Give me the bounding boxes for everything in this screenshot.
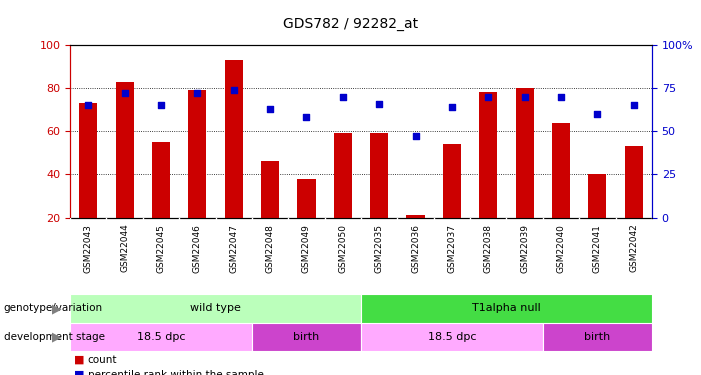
Text: GSM22039: GSM22039 — [520, 224, 529, 273]
Text: birth: birth — [584, 332, 611, 342]
Bar — [407, 215, 425, 217]
Bar — [152, 142, 170, 218]
Bar — [334, 134, 352, 218]
Text: GSM22046: GSM22046 — [193, 224, 202, 273]
Point — [337, 94, 348, 100]
Text: GSM22044: GSM22044 — [120, 224, 129, 272]
Text: GSM22045: GSM22045 — [156, 224, 165, 273]
Text: birth: birth — [293, 332, 320, 342]
Bar — [361, 322, 543, 351]
Bar — [625, 146, 643, 218]
Bar — [116, 82, 134, 218]
Bar — [79, 103, 97, 218]
Bar — [189, 90, 207, 218]
Text: GSM22035: GSM22035 — [375, 224, 383, 273]
Text: GSM22040: GSM22040 — [557, 224, 566, 273]
Text: GSM22049: GSM22049 — [302, 224, 311, 273]
Point — [156, 102, 167, 108]
Text: genotype/variation: genotype/variation — [4, 303, 102, 313]
Point — [410, 134, 421, 140]
Bar — [515, 88, 533, 218]
Text: count: count — [88, 355, 117, 365]
Bar — [297, 179, 315, 218]
Point — [447, 104, 458, 110]
Text: percentile rank within the sample: percentile rank within the sample — [88, 370, 264, 375]
Text: GSM22042: GSM22042 — [629, 224, 638, 272]
Point — [119, 90, 130, 96]
Bar — [543, 322, 652, 351]
Text: GSM22047: GSM22047 — [229, 224, 238, 273]
Text: GSM22037: GSM22037 — [447, 224, 456, 273]
Text: GSM22048: GSM22048 — [266, 224, 275, 273]
Point — [264, 106, 275, 112]
Bar — [261, 161, 279, 218]
Bar — [443, 144, 461, 218]
Point — [301, 114, 312, 120]
Point — [519, 94, 530, 100]
Text: ▶: ▶ — [52, 302, 62, 315]
Text: GSM22050: GSM22050 — [339, 224, 347, 273]
Point — [555, 94, 566, 100]
Bar — [70, 294, 361, 322]
Bar — [370, 134, 388, 218]
Text: GSM22038: GSM22038 — [484, 224, 493, 273]
Point — [192, 90, 203, 96]
Text: ■: ■ — [74, 355, 84, 365]
Bar — [552, 123, 570, 218]
Text: development stage: development stage — [4, 332, 104, 342]
Text: T1alpha null: T1alpha null — [472, 303, 541, 313]
Text: ▶: ▶ — [52, 330, 62, 343]
Point — [483, 94, 494, 100]
Point — [374, 100, 385, 106]
Text: GSM22043: GSM22043 — [84, 224, 93, 273]
Text: GSM22036: GSM22036 — [411, 224, 420, 273]
Bar — [224, 60, 243, 217]
Text: 18.5 dpc: 18.5 dpc — [137, 332, 185, 342]
Point — [83, 102, 94, 108]
Text: GSM22041: GSM22041 — [593, 224, 602, 273]
Bar — [479, 93, 498, 218]
Text: wild type: wild type — [190, 303, 241, 313]
Text: 18.5 dpc: 18.5 dpc — [428, 332, 476, 342]
Bar — [588, 174, 606, 217]
Bar — [70, 322, 252, 351]
Point — [228, 87, 239, 93]
Bar — [252, 322, 361, 351]
Bar — [361, 294, 652, 322]
Text: GDS782 / 92282_at: GDS782 / 92282_at — [283, 17, 418, 31]
Point — [628, 102, 639, 108]
Point — [592, 111, 603, 117]
Text: ■: ■ — [74, 370, 84, 375]
